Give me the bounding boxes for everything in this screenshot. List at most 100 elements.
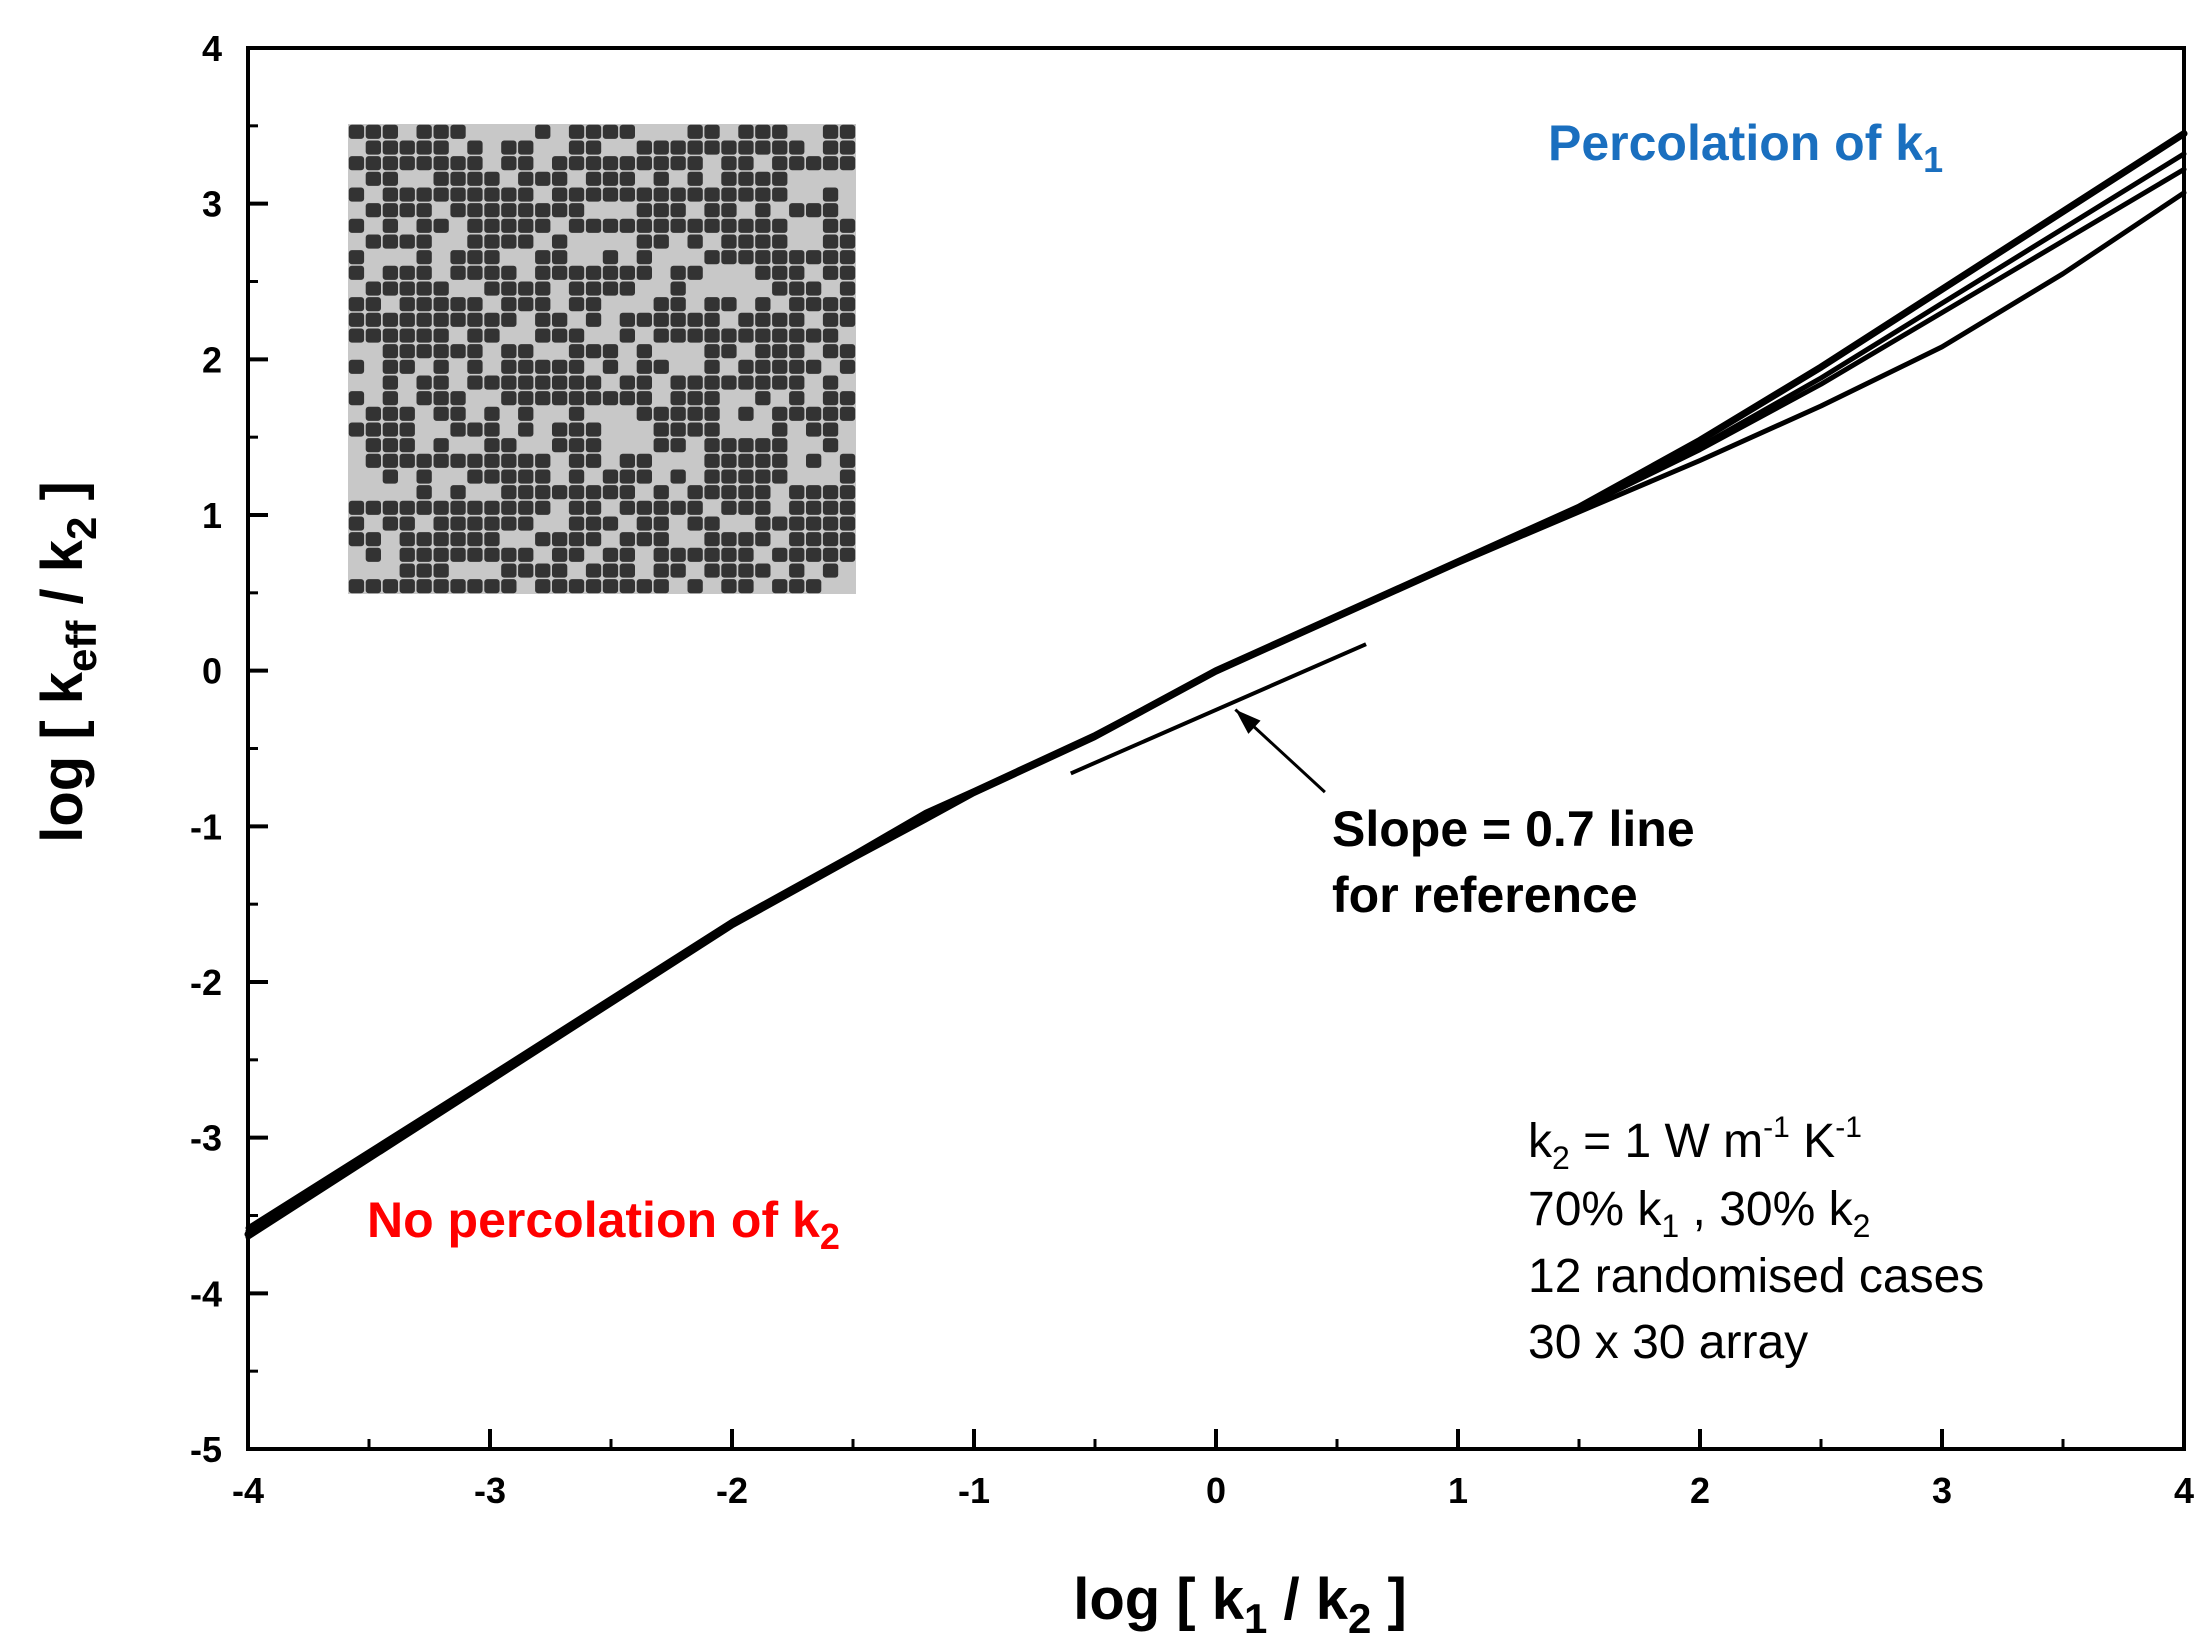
inset-cell (822, 124, 839, 139)
inset-cell (450, 500, 466, 515)
inset-cell (704, 297, 720, 312)
inset-cell (619, 469, 635, 484)
inset-cell (789, 312, 805, 327)
inset-cell (704, 547, 720, 562)
inset-cell (822, 328, 839, 343)
inset-cell (670, 281, 686, 296)
inset-cell (755, 453, 771, 468)
inset-cell (518, 469, 534, 484)
inset-cell (721, 579, 737, 594)
inset-cell (738, 532, 754, 547)
inset-cell (755, 265, 771, 280)
inset-cell (653, 563, 669, 578)
inset-cell (416, 312, 432, 327)
info-line-3: 12 randomised cases (1528, 1250, 1984, 1303)
inset-cell (602, 516, 619, 531)
inset-cell (619, 265, 635, 280)
inset-cell (450, 297, 466, 312)
inset-cell (704, 453, 720, 468)
inset-cell (382, 312, 398, 327)
inset-cell (518, 140, 534, 155)
inset-cell (535, 250, 551, 265)
inset-cell (552, 579, 568, 594)
inset-cell (755, 344, 771, 359)
inset-cell (822, 265, 839, 280)
inset-cell (535, 171, 551, 186)
inset-cell (653, 579, 669, 594)
inset-cell (806, 203, 822, 218)
inset-cell (806, 328, 822, 343)
inset-cell (839, 469, 856, 484)
inset-cell (619, 375, 635, 390)
inset-cell (789, 203, 805, 218)
inset-cell (806, 297, 822, 312)
inset-cell (399, 422, 415, 437)
inset-cell (653, 485, 669, 500)
inset-cell (704, 124, 720, 139)
inset-cell (348, 579, 365, 594)
inset-cell (704, 375, 720, 390)
x-tick-label: -4 (232, 1470, 264, 1511)
inset-cell (518, 547, 534, 562)
inset-cell (467, 469, 483, 484)
inset-cell (365, 203, 381, 218)
inset-cell (755, 218, 771, 233)
inset-cell (382, 156, 398, 171)
inset-cell (501, 344, 517, 359)
inset-cell (687, 140, 703, 155)
inset-cell (568, 140, 585, 155)
inset-cell (636, 140, 652, 155)
inset-cell (518, 281, 534, 296)
inset-cell (670, 547, 686, 562)
inset-cell (399, 406, 415, 421)
inset-cell (687, 375, 703, 390)
inset-cell (636, 265, 652, 280)
inset-cell (721, 344, 737, 359)
inset-cell (382, 124, 398, 139)
inset-cell (348, 359, 365, 374)
inset-cell (348, 218, 365, 233)
inset-cell (704, 406, 720, 421)
inset-cell (585, 156, 602, 171)
inset-cell (450, 250, 466, 265)
inset-cell (552, 250, 568, 265)
info-line-1: k2 = 1 W m-1 K-1 (1528, 1111, 1862, 1176)
inset-cell (568, 328, 585, 343)
inset-cell (585, 281, 602, 296)
inset-cell (365, 422, 381, 437)
inset-cell (721, 469, 737, 484)
inset-cell (687, 391, 703, 406)
inset-cell (738, 438, 754, 453)
inset-cell (687, 500, 703, 515)
inset-cell (704, 563, 720, 578)
inset-cell (568, 124, 585, 139)
inset-cell (518, 375, 534, 390)
inset-cell (416, 124, 432, 139)
inset-cell (365, 532, 381, 547)
inset-cell (365, 312, 381, 327)
inset-cell (518, 297, 534, 312)
inset-cell (789, 375, 805, 390)
inset-cell (772, 250, 788, 265)
inset-cell (822, 234, 839, 249)
inset-cell (789, 328, 805, 343)
inset-cell (484, 312, 500, 327)
inset-cell (704, 250, 720, 265)
inset-cell (552, 171, 568, 186)
inset-cell (772, 359, 788, 374)
inset-cell (568, 469, 585, 484)
inset-cell (822, 375, 839, 390)
inset-cell (585, 171, 602, 186)
inset-cell (552, 532, 568, 547)
inset-cell (568, 281, 585, 296)
inset-cell (501, 312, 517, 327)
inset-cell (518, 563, 534, 578)
inset-cell (535, 312, 551, 327)
inset-cell (789, 579, 805, 594)
inset-cell (789, 516, 805, 531)
inset-cell (585, 375, 602, 390)
inset-cell (789, 265, 805, 280)
inset-cell (467, 375, 483, 390)
inset-cell (433, 140, 449, 155)
